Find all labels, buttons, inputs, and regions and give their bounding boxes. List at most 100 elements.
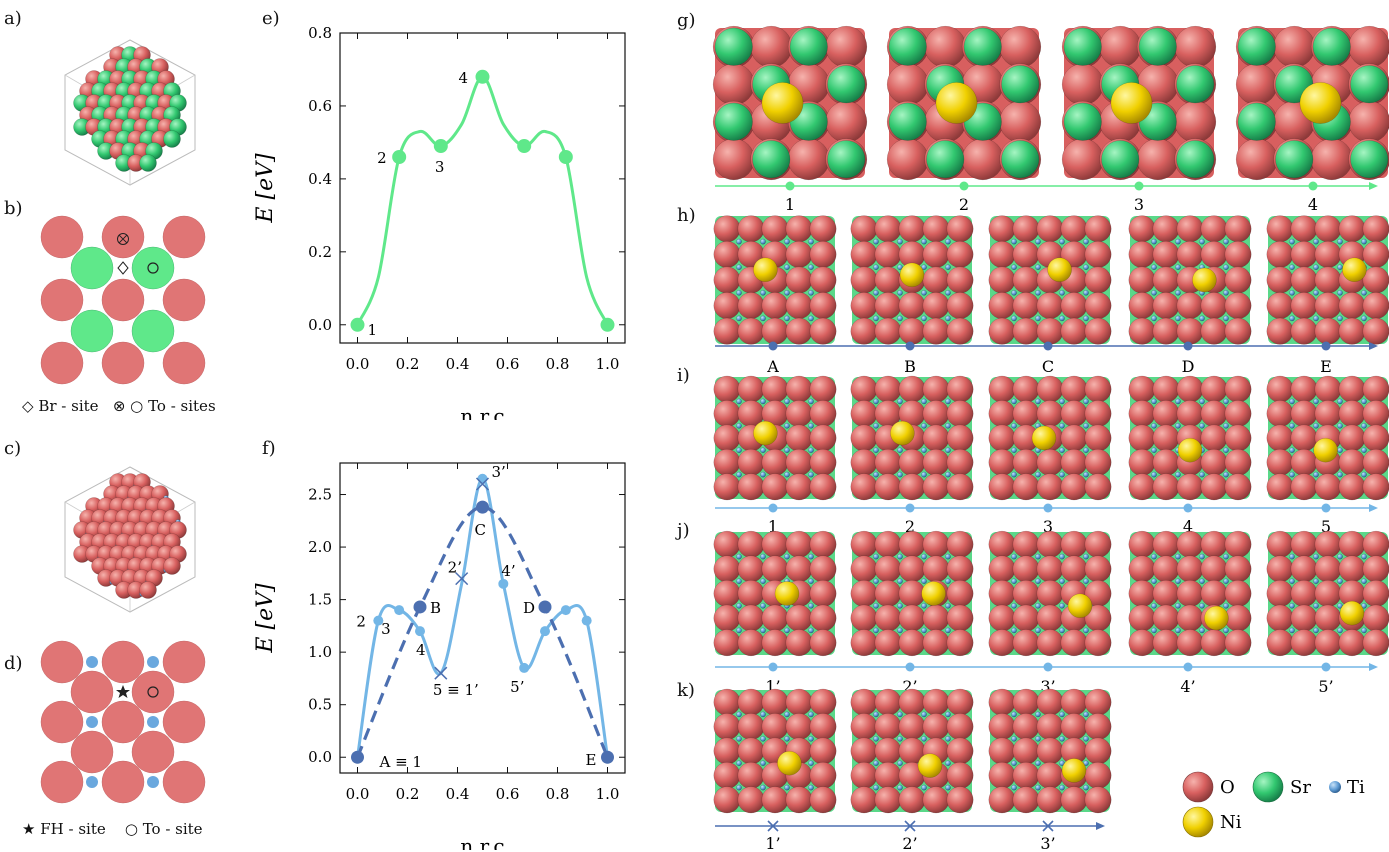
o-atom [922,713,950,741]
o-atom [1235,138,1278,181]
ti-atom [1011,289,1017,296]
o-atom [999,100,1042,143]
ti-atom [897,315,903,322]
o-atom [1012,761,1040,789]
o-atom [1224,604,1252,632]
ti-atom [1151,578,1157,585]
panel-label-h: h) [677,205,696,226]
ni-atom [1047,257,1072,283]
point-label: D [523,599,535,617]
path-arrowhead [1369,663,1378,671]
o-atom [1266,266,1294,294]
plot-frame [339,32,626,344]
o-atom [713,400,741,428]
o-atom [1012,786,1040,814]
path-marker [1183,662,1193,672]
o-atom [922,555,950,583]
ti-atom [1289,447,1295,454]
o-atom [713,473,741,501]
o-atom [988,375,1016,403]
o-atom [1084,713,1112,741]
snapshot-h-5 [1266,215,1389,345]
ni-atom [753,420,778,446]
path-arrowhead [1369,182,1378,190]
o-atom [737,317,765,345]
ti-atom [1289,471,1295,478]
o-atom [850,215,878,243]
ti-atom [921,553,927,560]
o-atom [809,580,837,607]
ti-atom [897,471,903,478]
panel-label-j: j) [677,520,690,541]
o-atom [1012,292,1040,320]
cube-outline-a [64,39,196,186]
o-atom [874,317,902,345]
ti-atom [784,711,790,718]
o-atom [874,448,902,476]
o-atom [988,292,1016,320]
o-atom [1036,400,1064,428]
o-atom [946,266,974,294]
o-atom [1128,555,1156,583]
o-atom [1128,580,1156,607]
y-tick-label: 0.0 [308,316,332,334]
o-atom [761,786,789,814]
o-atom [1036,292,1064,320]
ti-atom [1289,238,1295,245]
point-label: C [475,521,486,539]
ti-atom [1059,784,1065,791]
o-atom [1290,317,1318,345]
o-atom [874,292,902,320]
ti-atom [808,289,814,296]
o-atom [988,786,1016,814]
o-atom [139,581,157,599]
o-atom [1266,215,1294,243]
oxygen-legend-label: O [1220,777,1235,798]
ti-atom [147,656,159,668]
ti-atom [945,578,951,585]
ti-atom [736,447,742,454]
o-atom [761,604,789,632]
top-site-icon: ○ [124,820,138,838]
o-atom [898,604,926,632]
o-atom [946,473,974,501]
o-atom [809,473,837,501]
o-atom [737,530,765,558]
o-atom [809,713,837,741]
ti-atom [1337,422,1343,429]
o-atom [40,341,84,385]
point-label: 3’ [492,463,506,481]
ti-atom [1035,238,1041,245]
o-atom [785,629,813,657]
o-atom [1152,555,1180,583]
ti-atom [808,553,814,560]
o-atom [1128,530,1156,558]
o-atom [713,292,741,320]
o-atom [1224,317,1252,345]
o-atom [737,448,765,476]
o-atom [1266,555,1294,583]
ti-atom [760,627,766,634]
ti-atom [873,553,879,560]
ti-atom [1223,398,1229,405]
o-atom [946,292,974,320]
o-atom [1176,629,1204,657]
ti-atom [1151,264,1157,271]
ni-atom [1110,82,1153,124]
o-atom [40,640,84,684]
ti-atom [1175,627,1181,634]
o-atom [1176,580,1204,607]
o-atom [898,530,926,558]
snapshot-label: 2’ [902,834,917,852]
ti-atom [1035,784,1041,791]
o-atom [1128,292,1156,320]
ti-atom [760,553,766,560]
ni-atom [935,82,978,124]
o-atom [988,604,1016,632]
o-atom [1060,448,1088,476]
ti-atom [1313,264,1319,271]
ti-atom [1151,553,1157,560]
o-atom [1314,604,1342,632]
o-atom [898,688,926,716]
o-atom [988,688,1016,716]
